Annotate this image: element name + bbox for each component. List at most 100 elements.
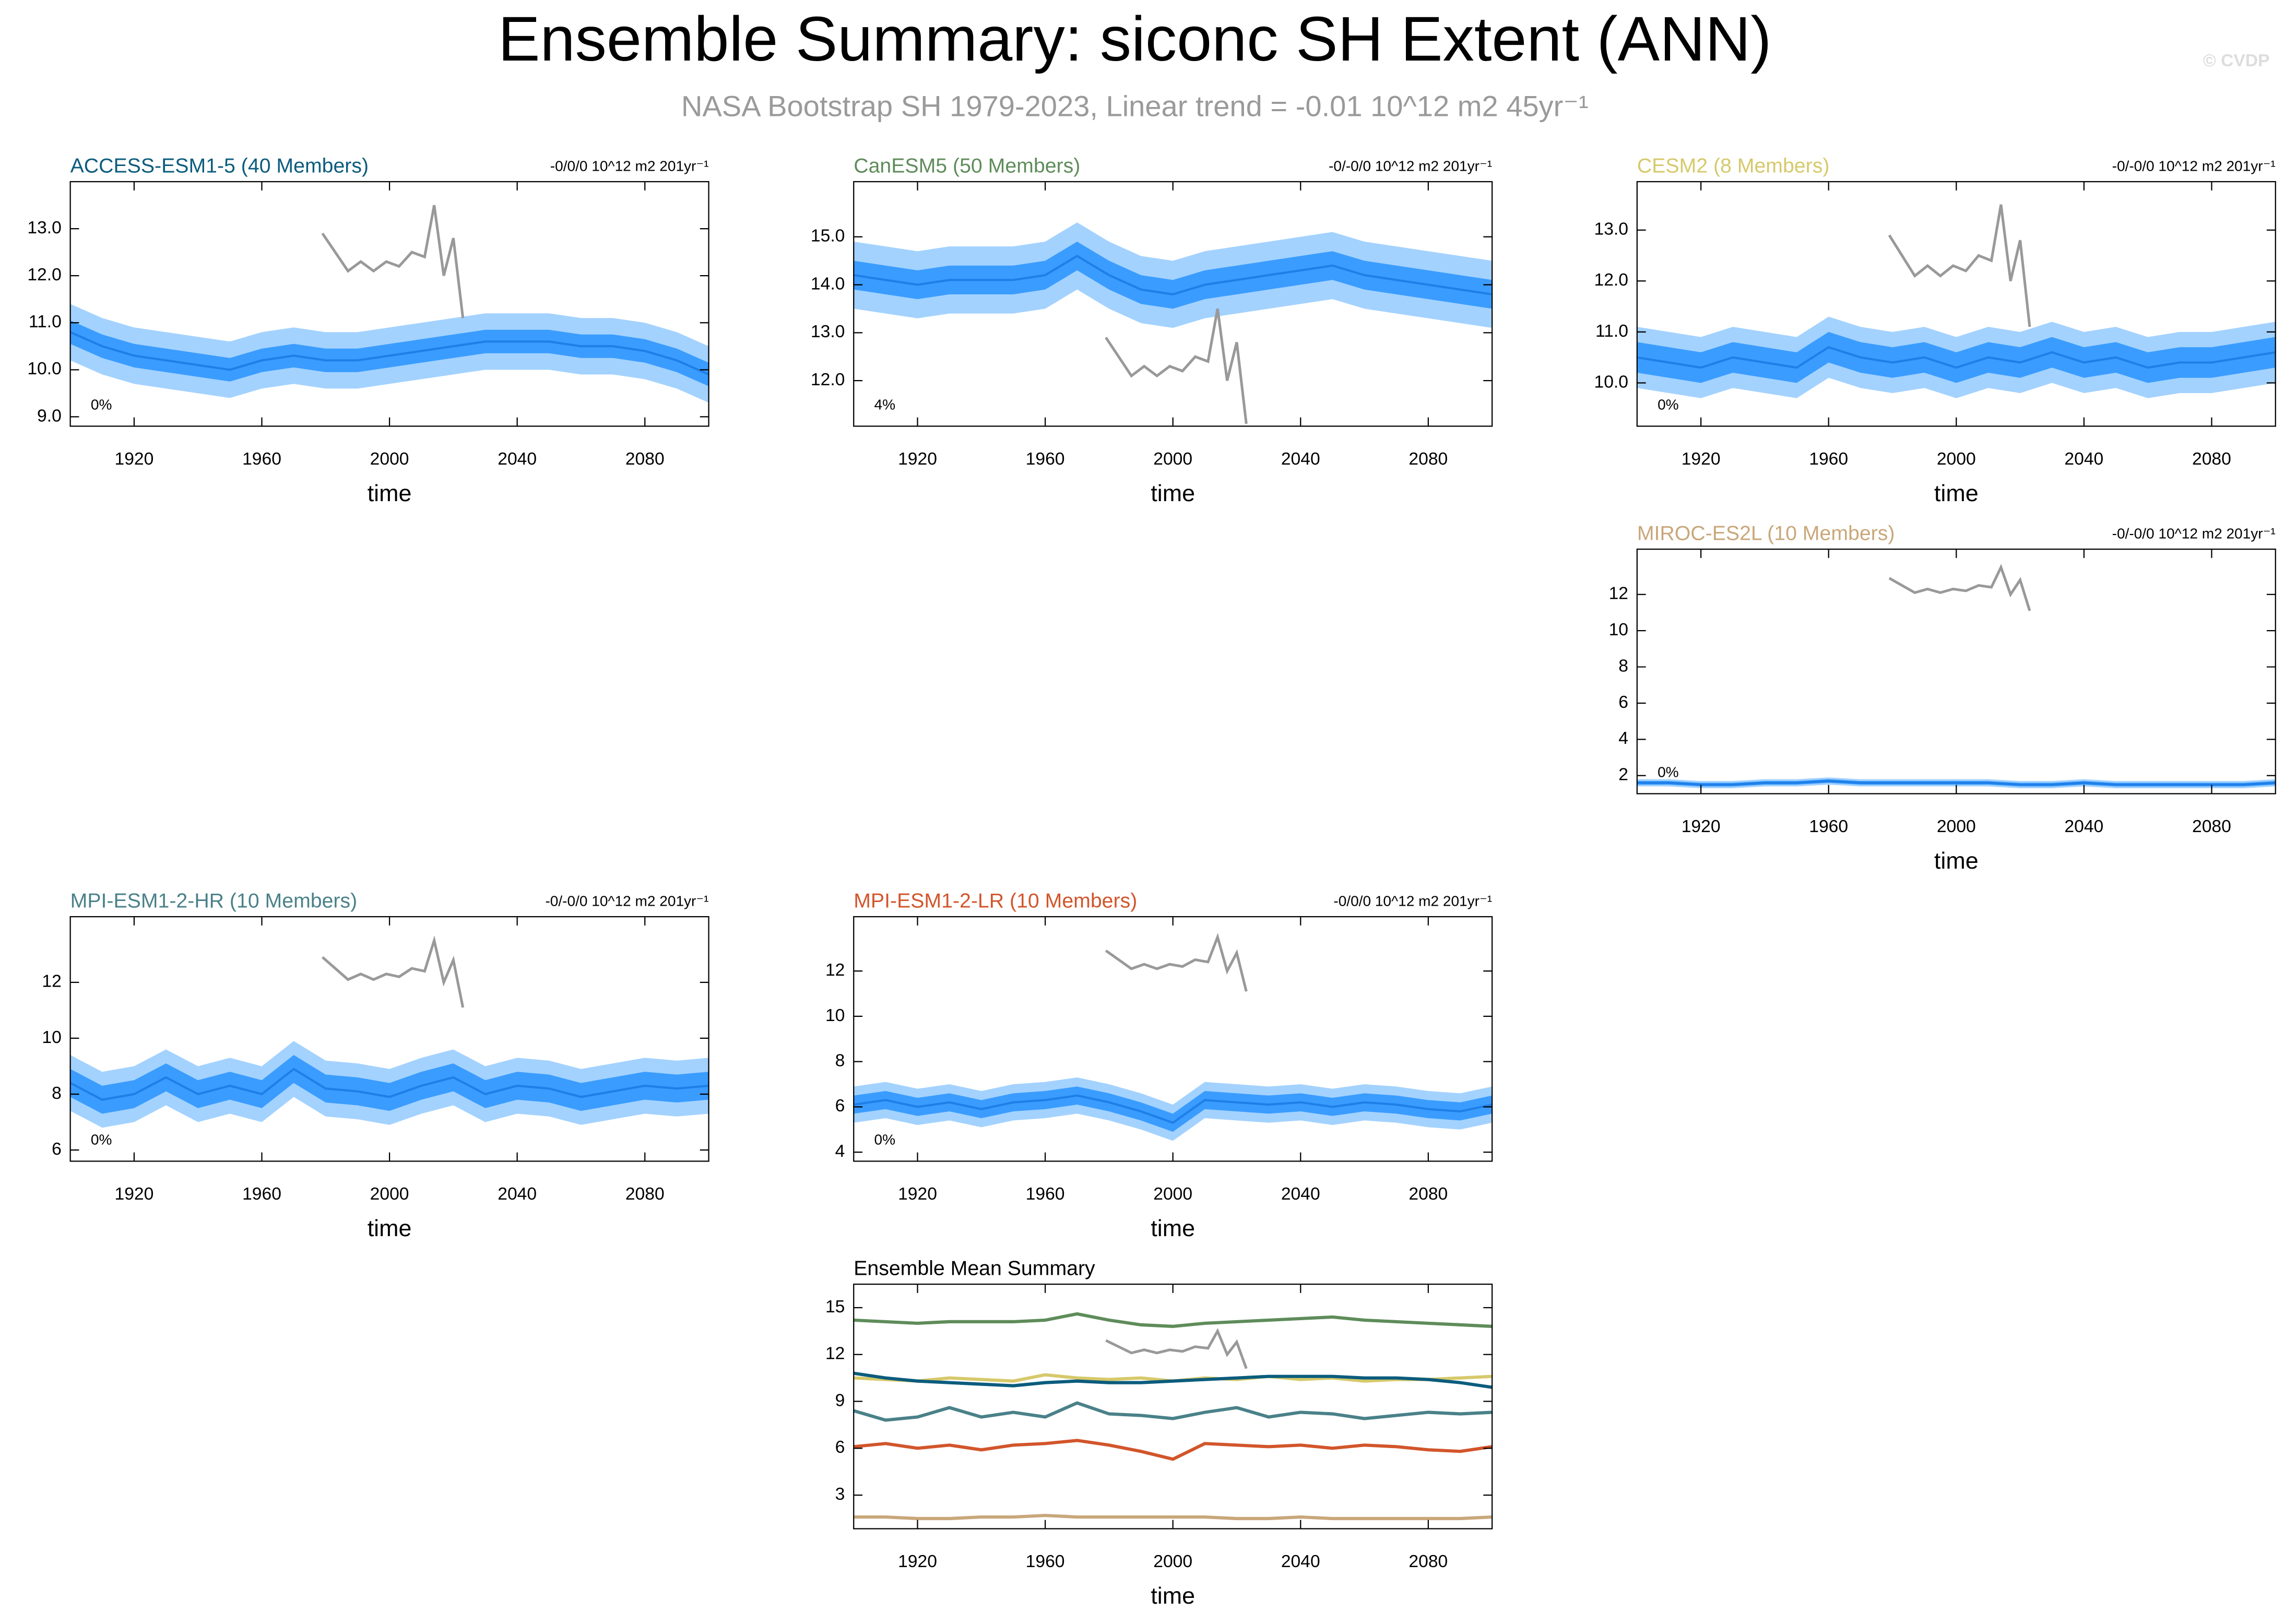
panel-title: Ensemble Mean Summary: [854, 1256, 1095, 1279]
trend-label: -0/0/0 10^12 m2 201yr⁻¹: [550, 158, 709, 174]
x-tick-label: 1960: [1026, 1184, 1065, 1204]
y-tick-label: 15: [825, 1297, 845, 1317]
panel-title: MIROC-ES2L (10 Members): [1637, 521, 1895, 544]
ensemble-mean-line: [853, 254, 1493, 295]
x-axis-label: time: [1934, 847, 1979, 874]
x-tick-label: 2000: [1937, 449, 1976, 469]
x-axis-label: time: [368, 1215, 412, 1241]
x-axis-label: time: [1151, 1215, 1195, 1241]
y-tick-label: 9: [835, 1391, 845, 1410]
observed-line: [322, 935, 465, 1008]
x-tick-label: 2000: [1153, 449, 1192, 469]
trend-label: -0/-0/0 10^12 m2 201yr⁻¹: [2112, 525, 2276, 541]
series-line: [853, 1401, 1493, 1422]
y-tick-label: 4: [1618, 729, 1628, 748]
observed-line: [1105, 1328, 1248, 1369]
x-tick-label: 1960: [1809, 817, 1848, 836]
y-tick-label: 11.0: [1595, 322, 1628, 341]
x-tick-label: 2000: [1153, 1552, 1192, 1571]
observed-line: [1105, 933, 1248, 992]
ensemble-mean-line: [1637, 346, 2276, 369]
y-tick-label: 13.0: [811, 322, 845, 341]
y-tick-label: 12.0: [811, 370, 845, 389]
y-tick-label: 12.0: [1594, 270, 1628, 290]
y-tick-label: 10.0: [1594, 372, 1628, 392]
ensemble-mean-line: [69, 1068, 709, 1101]
panel-title: ACCESS-ESM1-5 (40 Members): [70, 154, 369, 177]
percent-label: 0%: [91, 397, 112, 413]
y-tick-label: 12.0: [27, 265, 61, 285]
observed-line: [1888, 564, 2031, 611]
x-tick-label: 1960: [242, 1184, 281, 1204]
x-tick-label: 2040: [498, 1184, 537, 1204]
ensemble-mean-line: [1637, 780, 2276, 786]
percent-label: 0%: [1658, 764, 1679, 780]
x-tick-label: 1960: [1026, 449, 1065, 469]
x-tick-label: 2000: [1153, 1184, 1192, 1204]
percent-label: 0%: [1658, 397, 1679, 413]
percent-label: 0%: [874, 1132, 895, 1148]
y-tick-label: 6: [835, 1096, 845, 1116]
x-tick-label: 2080: [1409, 1552, 1448, 1571]
x-tick-label: 2040: [2064, 817, 2103, 836]
y-tick-label: 14.0: [811, 274, 845, 293]
trend-label: -0/-0/0 10^12 m2 201yr⁻¹: [545, 893, 708, 909]
panel: MPI-ESM1-2-LR (10 Members) -0/0/0 10^12 m…: [825, 889, 1493, 1241]
series-line: [853, 1371, 1493, 1389]
x-tick-label: 2080: [1409, 1184, 1448, 1204]
y-tick-label: 6: [52, 1140, 62, 1159]
x-tick-label: 1920: [898, 1184, 937, 1204]
panel-title: CESM2 (8 Members): [1637, 154, 1830, 177]
panel: Ensemble Mean Summary 3 6 9 12 15 1920 1960 2000…: [825, 1256, 1493, 1609]
figure-subtitle: NASA Bootstrap SH 1979-2023, Linear tren…: [681, 90, 1589, 123]
x-tick-label: 2000: [1937, 817, 1976, 836]
y-tick-label: 12: [825, 961, 845, 980]
y-tick-label: 9.0: [37, 406, 62, 425]
figure-title: Ensemble Summary: siconc SH Extent (ANN): [498, 4, 1771, 74]
y-tick-label: 8: [835, 1051, 845, 1071]
panel-title: MPI-ESM1-2-HR (10 Members): [70, 889, 358, 912]
plot-frame: [69, 181, 709, 427]
outer-band: [854, 222, 1493, 328]
y-tick-label: 10: [42, 1028, 61, 1047]
x-tick-label: 2040: [1281, 1184, 1320, 1204]
x-axis-label: time: [1934, 480, 1979, 506]
y-tick-label: 12: [42, 972, 61, 991]
x-tick-label: 2040: [498, 449, 537, 469]
ensemble-mean-line: [853, 1094, 1493, 1124]
y-tick-label: 8: [52, 1084, 62, 1103]
x-tick-label: 2080: [625, 1184, 665, 1204]
x-tick-label: 2080: [2192, 449, 2231, 469]
y-tick-label: 10: [825, 1006, 845, 1025]
x-axis-label: time: [1151, 1582, 1195, 1609]
x-tick-label: 1920: [898, 1552, 937, 1571]
x-tick-label: 2080: [2192, 817, 2231, 836]
panel: MPI-ESM1-2-HR (10 Members) -0/-0/0 10^12 …: [42, 889, 709, 1241]
y-tick-label: 11.0: [29, 312, 62, 331]
series-line: [854, 1312, 1493, 1328]
y-tick-label: 13.0: [27, 218, 61, 238]
trend-label: -0/0/0 10^12 m2 201yr⁻¹: [1333, 893, 1492, 909]
y-tick-label: 12: [825, 1344, 845, 1364]
trend-label: -0/-0/0 10^12 m2 201yr⁻¹: [1329, 158, 1492, 174]
inner-band: [854, 1086, 1493, 1132]
x-tick-label: 2040: [1281, 1552, 1320, 1571]
x-tick-label: 1960: [1809, 449, 1848, 469]
observed-line: [1105, 308, 1248, 424]
panel: MIROC-ES2L (10 Members) -0/-0/0 10^12 m2 …: [1609, 521, 2276, 874]
inner-band: [1637, 331, 2276, 383]
percent-label: 4%: [874, 397, 895, 413]
trend-label: -0/-0/0 10^12 m2 201yr⁻¹: [2112, 158, 2276, 174]
y-tick-label: 13.0: [1594, 220, 1628, 239]
x-axis-label: time: [368, 480, 412, 506]
x-axis-label: time: [1151, 480, 1195, 506]
y-tick-label: 15.0: [811, 227, 845, 246]
y-tick-label: 6: [835, 1438, 845, 1457]
observed-line: [1888, 204, 2031, 327]
plot-frame: [1636, 548, 2276, 795]
x-tick-label: 1920: [115, 1184, 154, 1204]
series-line: [853, 1439, 1493, 1461]
y-tick-label: 4: [835, 1142, 845, 1161]
